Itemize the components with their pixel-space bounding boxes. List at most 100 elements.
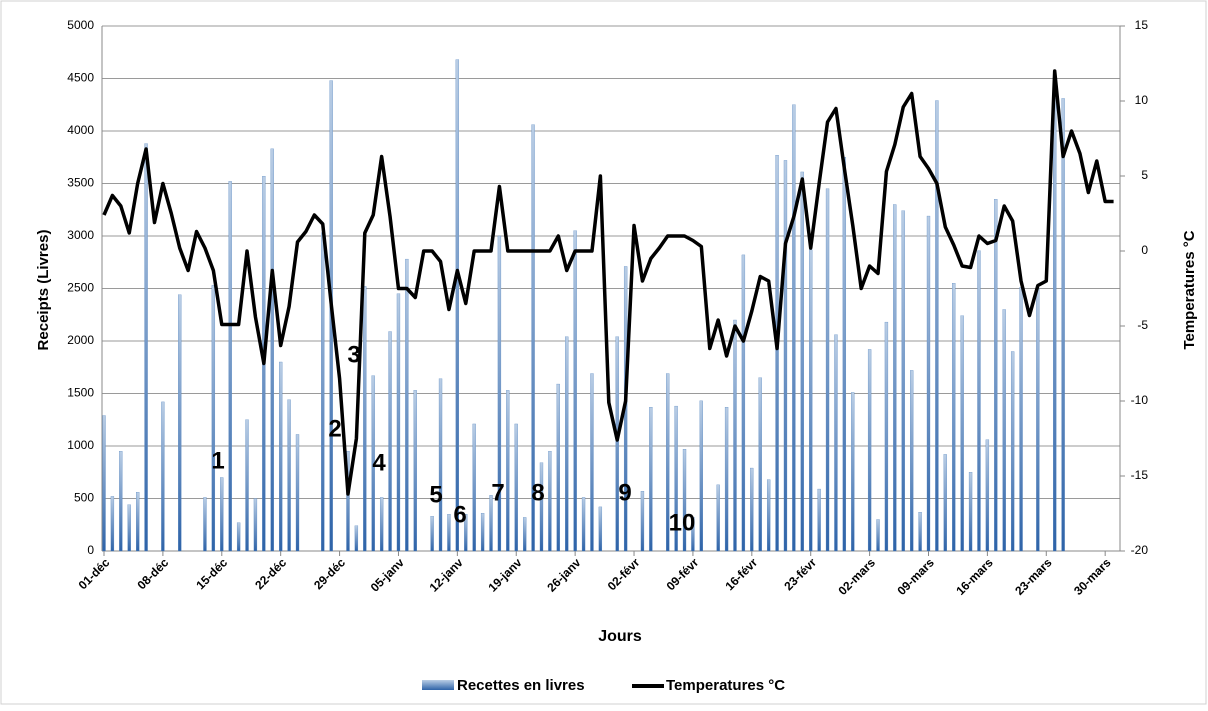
annotation: 1 — [211, 447, 224, 474]
bar — [203, 497, 207, 552]
x-tick-label: 02-mars — [836, 555, 879, 598]
y-tick-label: 0 — [87, 543, 94, 557]
bar — [396, 293, 401, 552]
y2-axis-title: Temperatures °C — [1181, 230, 1198, 349]
bar — [977, 250, 981, 552]
bar — [750, 467, 754, 552]
x-tick-label: 08-déc — [134, 555, 171, 592]
annotation: 9 — [618, 479, 631, 506]
bar — [615, 336, 619, 552]
bar — [699, 400, 703, 552]
bar — [590, 373, 594, 552]
x-tick-label: 09-févr — [664, 555, 702, 593]
bar — [245, 419, 249, 552]
bar — [817, 488, 821, 552]
annotation: 10 — [669, 509, 696, 536]
x-tick-label: 02-févr — [605, 555, 643, 593]
bar — [960, 315, 964, 552]
bar — [253, 498, 258, 552]
x-tick-label: 26-janv — [544, 555, 583, 594]
y-tick-label: 2500 — [67, 281, 94, 295]
bar — [539, 462, 544, 552]
bar — [119, 451, 123, 552]
annotation: 4 — [372, 449, 386, 476]
bar — [766, 479, 771, 552]
bar — [1061, 98, 1065, 552]
bar — [371, 375, 375, 552]
bar — [952, 283, 956, 552]
bar — [724, 406, 729, 552]
bar — [405, 258, 409, 552]
bar — [1010, 351, 1015, 552]
bar — [666, 373, 670, 552]
bar — [438, 378, 443, 552]
y2-tick-label: 5 — [1141, 168, 1148, 182]
x-tick-label: 16-mars — [953, 555, 996, 598]
bar — [464, 514, 468, 552]
bar — [161, 401, 165, 552]
bar — [758, 377, 762, 552]
y2-tick-label: -20 — [1131, 543, 1149, 557]
bar — [674, 405, 678, 552]
x-tick-label: 22-déc — [252, 555, 289, 592]
bar — [127, 504, 131, 552]
bar — [573, 230, 577, 552]
y2-tick-label: 15 — [1135, 18, 1149, 32]
bar — [211, 285, 216, 552]
bar — [733, 319, 737, 552]
y-tick-label: 2000 — [67, 333, 94, 347]
bar — [691, 517, 695, 552]
bar — [295, 434, 300, 552]
bar — [220, 477, 224, 552]
bar — [363, 286, 367, 552]
bar — [876, 519, 880, 552]
bar — [1036, 288, 1040, 552]
bar — [548, 451, 552, 552]
bar — [716, 484, 720, 552]
y2-tick-label: 10 — [1135, 93, 1149, 107]
x-tick-label: 09-mars — [894, 555, 937, 598]
x-tick-label: 01-déc — [76, 555, 113, 592]
bar — [640, 490, 645, 552]
bar — [851, 392, 855, 552]
x-tick-label: 12-janv — [427, 555, 466, 594]
bar — [287, 399, 291, 552]
bar — [489, 495, 493, 552]
bar — [825, 188, 830, 552]
bar — [354, 525, 359, 552]
bar — [775, 154, 779, 552]
bar — [649, 406, 653, 552]
bar — [144, 143, 148, 552]
bar — [783, 160, 788, 552]
bar — [893, 204, 897, 552]
bar — [497, 235, 502, 552]
bar — [935, 100, 939, 552]
y2-tick-label: -5 — [1137, 318, 1148, 332]
x-tick-label: 16-févr — [722, 555, 760, 593]
bar — [901, 210, 905, 552]
x-tick-label: 30-mars — [1071, 555, 1114, 598]
bar — [514, 423, 518, 552]
x-axis-title: Jours — [598, 628, 642, 645]
bar — [994, 199, 998, 552]
bar — [279, 361, 283, 552]
bar — [228, 181, 232, 552]
annotation: 5 — [429, 481, 442, 508]
y-axis-title: Receipts (Livres) — [35, 230, 52, 351]
bar — [447, 514, 451, 552]
annotation: 8 — [531, 479, 544, 506]
bar — [321, 232, 325, 552]
bar — [136, 492, 140, 552]
bar — [178, 294, 182, 552]
bar — [1019, 287, 1023, 552]
bar — [236, 522, 241, 552]
bar — [480, 513, 485, 552]
bar — [581, 497, 586, 552]
x-tick-label: 23-févr — [781, 555, 819, 593]
y-tick-label: 1000 — [67, 438, 94, 452]
bar — [379, 497, 384, 552]
bar — [455, 59, 460, 552]
bar — [430, 516, 434, 552]
annotation: 7 — [491, 479, 504, 506]
bar — [926, 215, 931, 552]
